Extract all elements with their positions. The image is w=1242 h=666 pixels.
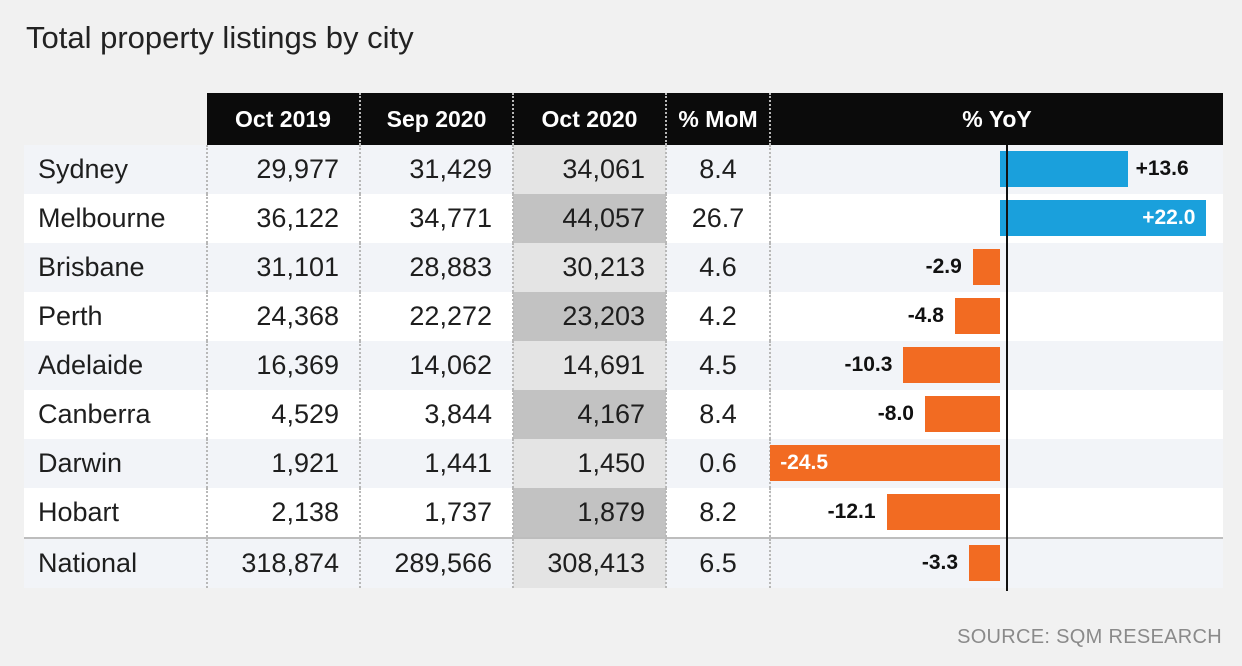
yoy-bar: [969, 545, 1000, 581]
column-header-oct-2019: Oct 2019: [207, 93, 360, 145]
column-header-mom: % MoM: [665, 93, 770, 145]
table-row: Hobart 2,138 1,737 1,879 8.2 -12.1: [24, 488, 1223, 538]
yoy-bar: [886, 494, 1000, 530]
mom-cell: 8.2: [665, 488, 770, 538]
table-row: National 318,874 289,566 308,413 6.5 -3.3: [24, 537, 1223, 588]
yoy-value-label: -8.0: [877, 402, 914, 425]
oct-2020-cell: 23,203: [512, 292, 666, 341]
oct-2020-cell: 308,413: [512, 537, 666, 588]
sep-2020-cell: 34,771: [359, 194, 513, 243]
city-cell: Canberra: [24, 390, 207, 439]
city-cell: Sydney: [24, 145, 207, 194]
yoy-bar: [1000, 151, 1128, 187]
yoy-cell: -12.1: [769, 488, 1223, 538]
listings-table: Oct 2019 Sep 2020 Oct 2020 % MoM % YoY S…: [24, 93, 1223, 588]
yoy-value-label: +22.0: [1142, 206, 1196, 229]
mom-cell: 4.2: [665, 292, 770, 341]
table-row: Adelaide 16,369 14,062 14,691 4.5 -10.3: [24, 341, 1223, 390]
city-cell: Adelaide: [24, 341, 207, 390]
yoy-cell: -4.8: [769, 292, 1223, 341]
sep-2020-cell: 28,883: [359, 243, 513, 292]
sep-2020-cell: 3,844: [359, 390, 513, 439]
yoy-bar: [1000, 200, 1207, 236]
oct-2019-cell: 318,874: [206, 537, 360, 588]
yoy-cell: +22.0: [769, 194, 1223, 243]
yoy-bar: [770, 445, 1000, 481]
oct-2020-cell: 44,057: [512, 194, 666, 243]
column-header-sep-2020: Sep 2020: [359, 93, 513, 145]
yoy-cell: -10.3: [769, 341, 1223, 390]
yoy-cell: -8.0: [769, 390, 1223, 439]
city-cell: Perth: [24, 292, 207, 341]
sep-2020-cell: 289,566: [359, 537, 513, 588]
mom-cell: 26.7: [665, 194, 770, 243]
table-row: Brisbane 31,101 28,883 30,213 4.6 -2.9: [24, 243, 1223, 292]
oct-2019-cell: 36,122: [206, 194, 360, 243]
yoy-bar: [924, 396, 1000, 432]
oct-2020-cell: 4,167: [512, 390, 666, 439]
yoy-value-label: +13.6: [1135, 157, 1189, 180]
city-cell: National: [24, 537, 207, 588]
mom-cell: 6.5: [665, 537, 770, 588]
yoy-value-label: -12.1: [827, 500, 876, 523]
column-header-oct-2020: Oct 2020: [512, 93, 666, 145]
yoy-value-label: -24.5: [780, 451, 829, 474]
chart-title: Total property listings by city: [26, 20, 414, 55]
table-row: Melbourne 36,122 34,771 44,057 26.7 +22.0: [24, 194, 1223, 243]
oct-2019-cell: 29,977: [206, 145, 360, 194]
mom-cell: 8.4: [665, 390, 770, 439]
source-note: SOURCE: SQM RESEARCH: [957, 626, 1222, 648]
table-row: Canberra 4,529 3,844 4,167 8.4 -8.0: [24, 390, 1223, 439]
yoy-cell: -24.5: [769, 439, 1223, 488]
oct-2019-cell: 4,529: [206, 390, 360, 439]
mom-cell: 8.4: [665, 145, 770, 194]
oct-2020-cell: 1,879: [512, 488, 666, 538]
yoy-cell: +13.6: [769, 145, 1223, 194]
oct-2020-cell: 14,691: [512, 341, 666, 390]
mom-cell: 0.6: [665, 439, 770, 488]
oct-2019-cell: 2,138: [206, 488, 360, 538]
table-row: Perth 24,368 22,272 23,203 4.2 -4.8: [24, 292, 1223, 341]
oct-2019-cell: 24,368: [206, 292, 360, 341]
oct-2020-cell: 34,061: [512, 145, 666, 194]
city-cell: Brisbane: [24, 243, 207, 292]
table-row: Sydney 29,977 31,429 34,061 8.4 +13.6: [24, 145, 1223, 194]
yoy-value-label: -10.3: [844, 353, 893, 376]
mom-cell: 4.5: [665, 341, 770, 390]
mom-cell: 4.6: [665, 243, 770, 292]
yoy-value-label: -2.9: [925, 255, 962, 278]
table-row: Darwin 1,921 1,441 1,450 0.6 -24.5: [24, 439, 1223, 488]
sep-2020-cell: 14,062: [359, 341, 513, 390]
oct-2020-cell: 30,213: [512, 243, 666, 292]
header-corner: [24, 93, 207, 145]
oct-2019-cell: 31,101: [206, 243, 360, 292]
table-body: Sydney 29,977 31,429 34,061 8.4 +13.6 Melbourn…: [24, 145, 1223, 588]
oct-2020-cell: 1,450: [512, 439, 666, 488]
sep-2020-cell: 22,272: [359, 292, 513, 341]
sep-2020-cell: 1,441: [359, 439, 513, 488]
yoy-value-label: -4.8: [907, 304, 944, 327]
sep-2020-cell: 31,429: [359, 145, 513, 194]
oct-2019-cell: 1,921: [206, 439, 360, 488]
city-cell: Darwin: [24, 439, 207, 488]
yoy-cell: -3.3: [769, 537, 1223, 588]
header-row: Oct 2019 Sep 2020 Oct 2020 % MoM % YoY: [24, 93, 1223, 145]
yoy-bar: [972, 249, 1000, 285]
yoy-value-label: -3.3: [921, 551, 959, 574]
city-cell: Hobart: [24, 488, 207, 538]
yoy-bar: [954, 298, 1000, 334]
sep-2020-cell: 1,737: [359, 488, 513, 538]
column-header-yoy: % YoY: [769, 93, 1223, 145]
city-cell: Melbourne: [24, 194, 207, 243]
yoy-zero-axis: [1006, 145, 1008, 591]
yoy-bar: [903, 347, 1000, 383]
oct-2019-cell: 16,369: [206, 341, 360, 390]
yoy-cell: -2.9: [769, 243, 1223, 292]
